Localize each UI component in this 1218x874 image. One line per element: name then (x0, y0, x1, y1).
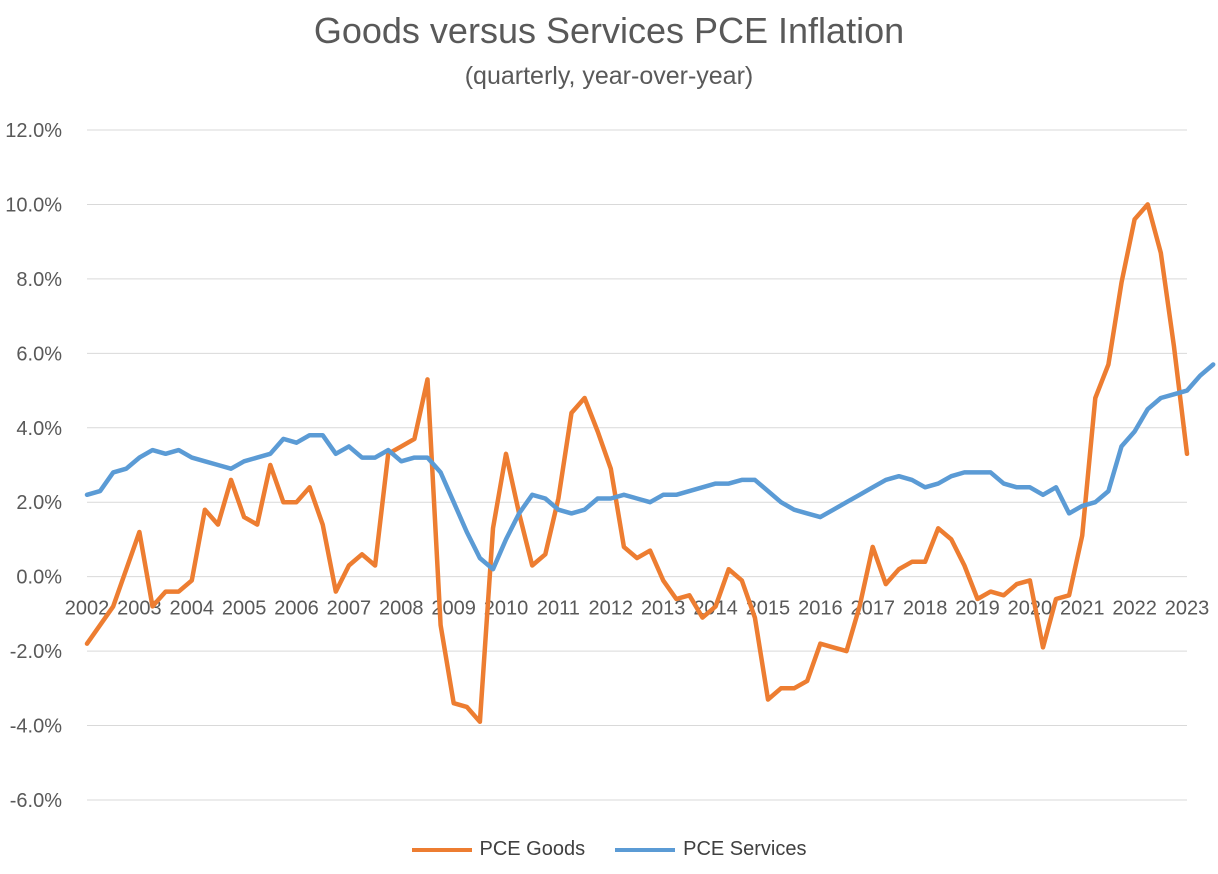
x-tick-label: 2007 (327, 598, 372, 620)
legend-item-services: PCE Services (615, 838, 806, 861)
y-tick-label: -6.0% (10, 790, 62, 812)
y-tick-label: -4.0% (10, 716, 62, 738)
chart-title: Goods versus Services PCE Inflation (313, 10, 905, 51)
y-tick-label: 0.0% (16, 567, 62, 589)
y-tick-label: 10.0% (5, 194, 62, 216)
y-tick-label: 2.0% (16, 492, 62, 514)
x-tick-label: 2015 (746, 598, 791, 620)
series-line-pce-services (84, 362, 1216, 572)
x-tick-label: 2019 (955, 598, 1000, 620)
x-tick-label: 2009 (431, 598, 476, 620)
x-tick-label: 2004 (170, 598, 215, 620)
x-tick-label: 2005 (222, 598, 267, 620)
x-tick-label: 2006 (274, 598, 319, 620)
x-tick-label: 2020 (1008, 598, 1053, 620)
legend-swatch-services (615, 847, 676, 852)
series-line-pce-goods (84, 202, 1190, 725)
legend-item-goods: PCE Goods (411, 838, 586, 861)
x-tick-label: 2016 (798, 598, 843, 620)
x-tick-label: 2012 (589, 598, 634, 620)
x-tick-label: 2021 (1060, 598, 1105, 620)
y-tick-label: 6.0% (16, 343, 62, 365)
x-tick-label: 2011 (537, 598, 580, 620)
x-tick-label: 2013 (641, 598, 686, 620)
x-tick-label: 2010 (484, 598, 529, 620)
x-tick-label: 2022 (1112, 598, 1157, 620)
x-tick-label: 2002 (65, 598, 110, 620)
chart-legend: PCE Goods PCE Services (0, 838, 1218, 861)
chart-subtitle: (quarterly, year-over-year) (464, 62, 754, 90)
y-tick-label: 4.0% (16, 418, 62, 440)
x-tick-label: 2008 (379, 598, 424, 620)
legend-label-services: PCE Services (683, 838, 807, 860)
y-tick-label: 12.0% (5, 120, 62, 142)
legend-label-goods: PCE Goods (479, 838, 586, 860)
y-tick-label: -2.0% (10, 641, 62, 663)
legend-swatch-goods (411, 847, 472, 852)
y-tick-label: 8.0% (16, 269, 62, 291)
x-tick-label: 2023 (1165, 598, 1210, 620)
x-tick-label: 2018 (903, 598, 948, 620)
